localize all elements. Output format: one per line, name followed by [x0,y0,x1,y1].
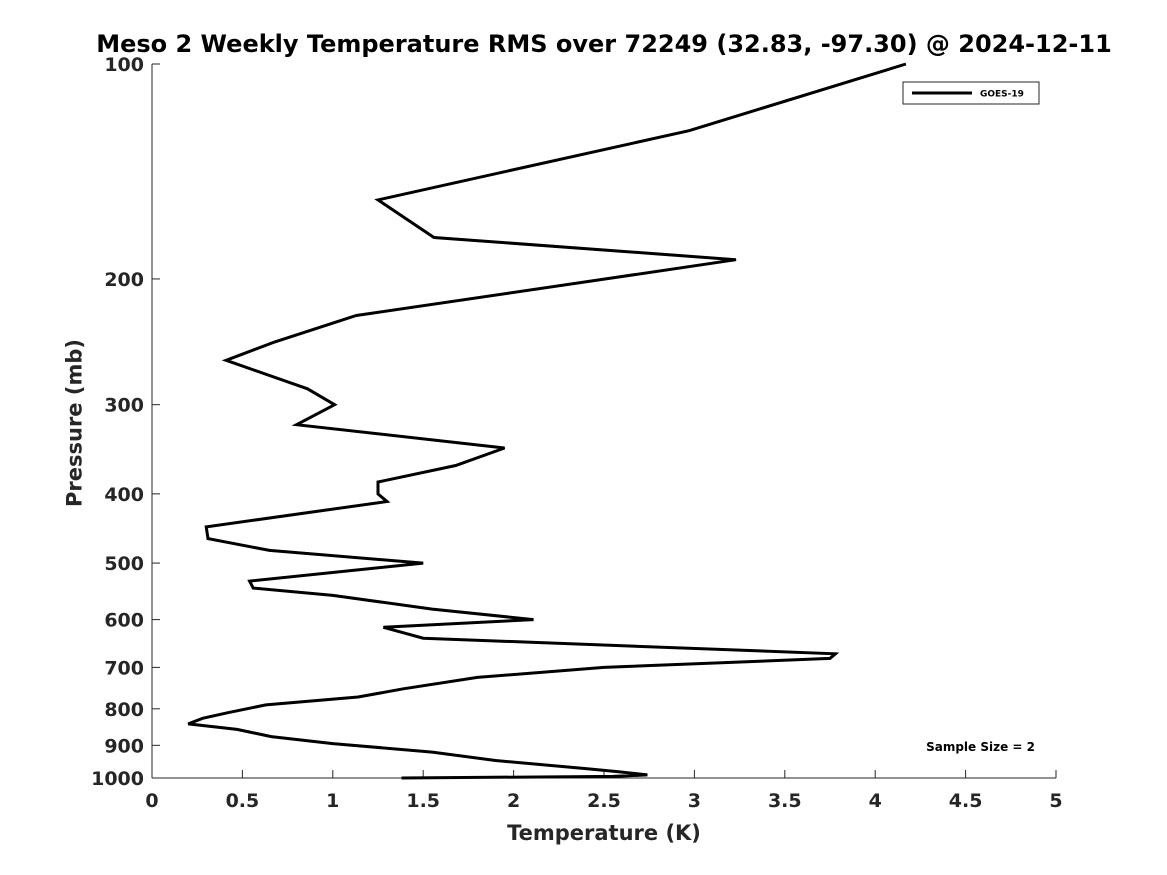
y-tick-label: 1000 [91,768,144,790]
y-tick-label: 100 [104,54,144,76]
series-line-goes-19 [187,62,907,780]
legend: GOES-19 [902,81,1040,105]
x-tick-label: 3 [688,790,701,812]
series-layer [187,62,907,780]
y-axis-ticks: 100 200 300 400 500 600 700 800 900 1000 [91,54,160,790]
x-tick-label: 1 [326,790,339,812]
y-tick-label: 300 [104,395,144,417]
plot-area: 0 0.5 1 1.5 2 2.5 3 3.5 4 4.5 5 100 200 300 400 500 600… [91,54,1063,812]
x-tick-label: 2.5 [587,790,621,812]
y-tick-label: 200 [104,269,144,291]
x-tick-label: 2 [507,790,520,812]
chart-title: Meso 2 Weekly Temperature RMS over 72249… [96,30,1112,58]
x-tick-label: 5 [1049,790,1062,812]
y-tick-label: 900 [104,735,144,757]
x-tick-label: 3.5 [768,790,802,812]
sample-size-annotation: Sample Size = 2 [926,740,1035,754]
y-axis-label: Pressure (mb) [62,339,86,507]
y-tick-label: 500 [104,553,144,575]
x-tick-label: 0 [145,790,158,812]
y-tick-label: 600 [104,610,144,632]
y-tick-label: 700 [104,657,144,679]
x-tick-label: 1.5 [406,790,440,812]
legend-label-goes-19: GOES-19 [980,90,1024,100]
x-tick-label: 0.5 [226,790,260,812]
x-axis-ticks: 0 0.5 1 1.5 2 2.5 3 3.5 4 4.5 5 [145,770,1063,812]
x-axis-label: Temperature (K) [507,821,701,845]
x-tick-label: 4 [869,790,882,812]
y-tick-label: 400 [104,484,144,506]
y-tick-label: 800 [104,699,144,721]
x-tick-label: 4.5 [949,790,983,812]
